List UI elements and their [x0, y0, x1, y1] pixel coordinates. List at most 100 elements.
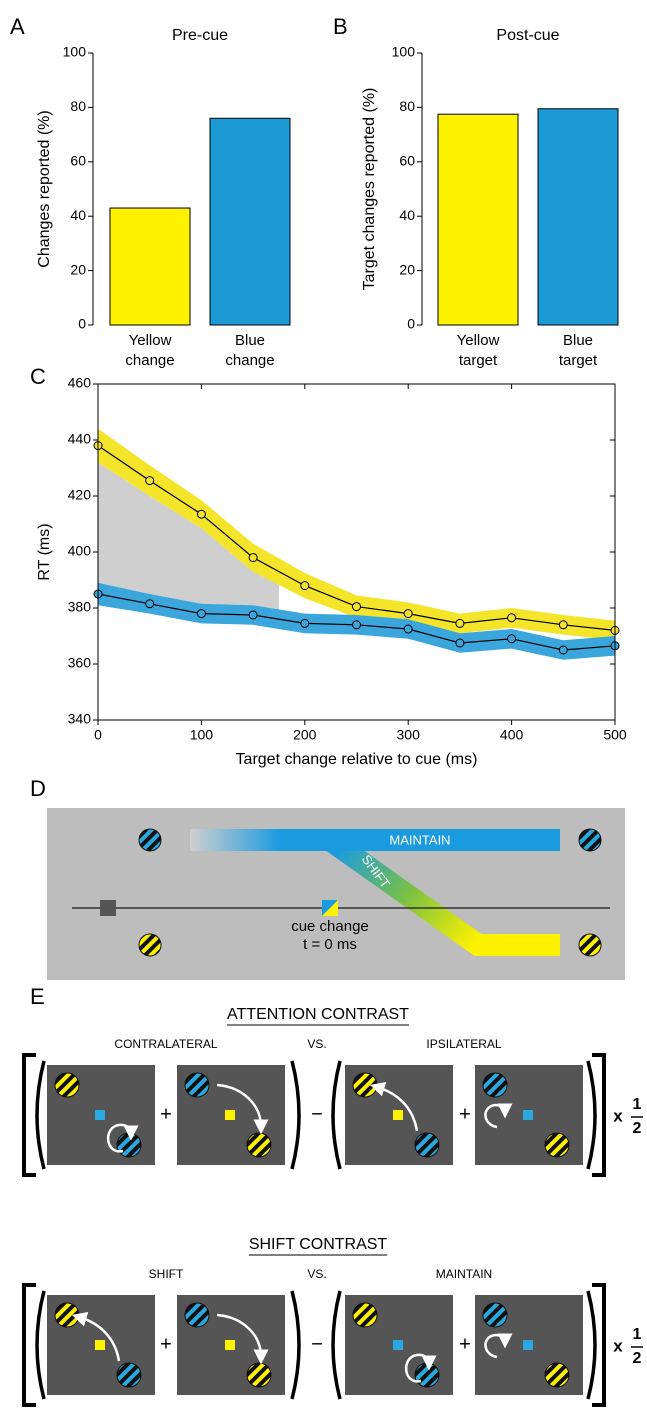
stimulus — [116, 1132, 142, 1158]
stimulus — [246, 1132, 272, 1158]
panel-label: D — [30, 776, 46, 801]
minus-sign: − — [311, 1103, 323, 1125]
shaded-region — [98, 462, 279, 610]
maintain-label: MAINTAIN — [389, 832, 450, 847]
vs-label: VS. — [307, 1037, 326, 1051]
stimulus — [578, 933, 602, 957]
error-band — [98, 428, 615, 641]
x-tick-label: 100 — [190, 727, 214, 743]
stimulus-panel — [177, 1065, 285, 1165]
contrast-title: SHIFT CONTRAST — [249, 1236, 388, 1253]
minus-sign: − — [311, 1333, 323, 1355]
x-tick-label: 0 — [94, 727, 102, 743]
attention-arrow — [405, 1353, 437, 1383]
stimulus-panel — [345, 1295, 453, 1395]
plus-sign: + — [459, 1333, 471, 1355]
y-tick-label: 440 — [68, 431, 92, 447]
stimulus — [138, 933, 162, 957]
y-tick-label: 80 — [70, 98, 86, 114]
data-point — [507, 634, 517, 644]
parenthesis — [290, 1290, 301, 1400]
parenthesis — [35, 1060, 46, 1170]
fraction-numerator: 1 — [633, 1096, 642, 1113]
x-tick-label: Blue target — [558, 332, 598, 369]
data-point — [403, 609, 413, 619]
stimulus — [116, 1362, 142, 1388]
chart-title: Post-cue — [496, 27, 559, 44]
parenthesis — [35, 1290, 46, 1400]
condition-label: IPSILATERAL — [426, 1037, 501, 1051]
bracket — [592, 1283, 606, 1407]
stimulus-panel — [475, 1295, 583, 1395]
data-point — [248, 610, 258, 620]
y-tick-label: 420 — [68, 487, 92, 503]
plus-sign: + — [160, 1333, 172, 1355]
panel-label: B — [333, 14, 348, 39]
fraction-denominator: 2 — [633, 1350, 642, 1367]
stimulus — [54, 1302, 80, 1328]
y-tick-label: 60 — [399, 153, 415, 169]
fixation — [393, 1340, 403, 1350]
stimulus-panel — [47, 1295, 155, 1395]
data-point — [300, 618, 310, 628]
contrast-title: ATTENTION CONTRAST — [227, 1006, 409, 1023]
y-axis-label: Target changes reported (%) — [361, 88, 378, 291]
times-sign: x — [613, 1336, 623, 1355]
y-tick-label: 360 — [68, 655, 92, 671]
fixation — [225, 1110, 235, 1120]
fraction-denominator: 2 — [633, 1120, 642, 1137]
stimulus — [414, 1362, 440, 1388]
fixation — [523, 1110, 533, 1120]
times-sign: x — [613, 1106, 623, 1125]
y-tick-label: 0 — [78, 316, 86, 332]
stimulus — [138, 828, 162, 852]
x-tick-label: Yellow change — [125, 332, 175, 369]
x-axis-label: Target change relative to cue (ms) — [236, 751, 478, 768]
bar — [109, 207, 191, 326]
data-point — [145, 476, 155, 486]
vs-label: VS. — [307, 1267, 326, 1281]
data-point — [558, 645, 568, 655]
bar — [209, 117, 291, 326]
y-tick-label: 40 — [399, 207, 415, 223]
data-point — [145, 599, 155, 609]
shift-path — [323, 831, 560, 956]
stimulus-panel — [345, 1065, 453, 1165]
start-marker — [100, 900, 116, 916]
stimulus — [246, 1362, 272, 1388]
fixation — [393, 1110, 403, 1120]
y-axis-label: RT (ms) — [36, 523, 53, 580]
bracket — [592, 1053, 606, 1177]
x-tick-label: 200 — [293, 727, 317, 743]
y-tick-label: 20 — [399, 261, 415, 277]
condition-label: SHIFT — [149, 1267, 184, 1281]
data-point — [558, 620, 568, 630]
stimulus — [352, 1072, 378, 1098]
fixation — [523, 1340, 533, 1350]
data-point — [403, 624, 413, 634]
data-point — [455, 638, 465, 648]
y-tick-label: 60 — [70, 153, 86, 169]
x-tick-label: 300 — [397, 727, 421, 743]
bracket — [22, 1053, 36, 1177]
y-tick-label: 460 — [68, 375, 92, 391]
x-tick-label: 500 — [603, 727, 627, 743]
fixation — [95, 1110, 105, 1120]
chart-title: Pre-cue — [172, 27, 228, 44]
condition-label: MAINTAIN — [436, 1267, 492, 1281]
stimulus — [482, 1302, 508, 1328]
data-point — [455, 618, 465, 628]
stimulus — [578, 828, 602, 852]
stimulus-panel — [47, 1065, 155, 1165]
y-tick-label: 340 — [68, 711, 92, 727]
x-tick-label: Yellow target — [456, 332, 500, 369]
data-point — [196, 509, 206, 519]
parenthesis — [331, 1290, 342, 1400]
stimulus — [544, 1362, 570, 1388]
y-tick-label: 20 — [70, 261, 86, 277]
y-axis-label: Changes reported (%) — [36, 110, 53, 267]
parenthesis — [331, 1060, 342, 1170]
y-tick-label: 40 — [70, 207, 86, 223]
fraction-numerator: 1 — [633, 1326, 642, 1343]
